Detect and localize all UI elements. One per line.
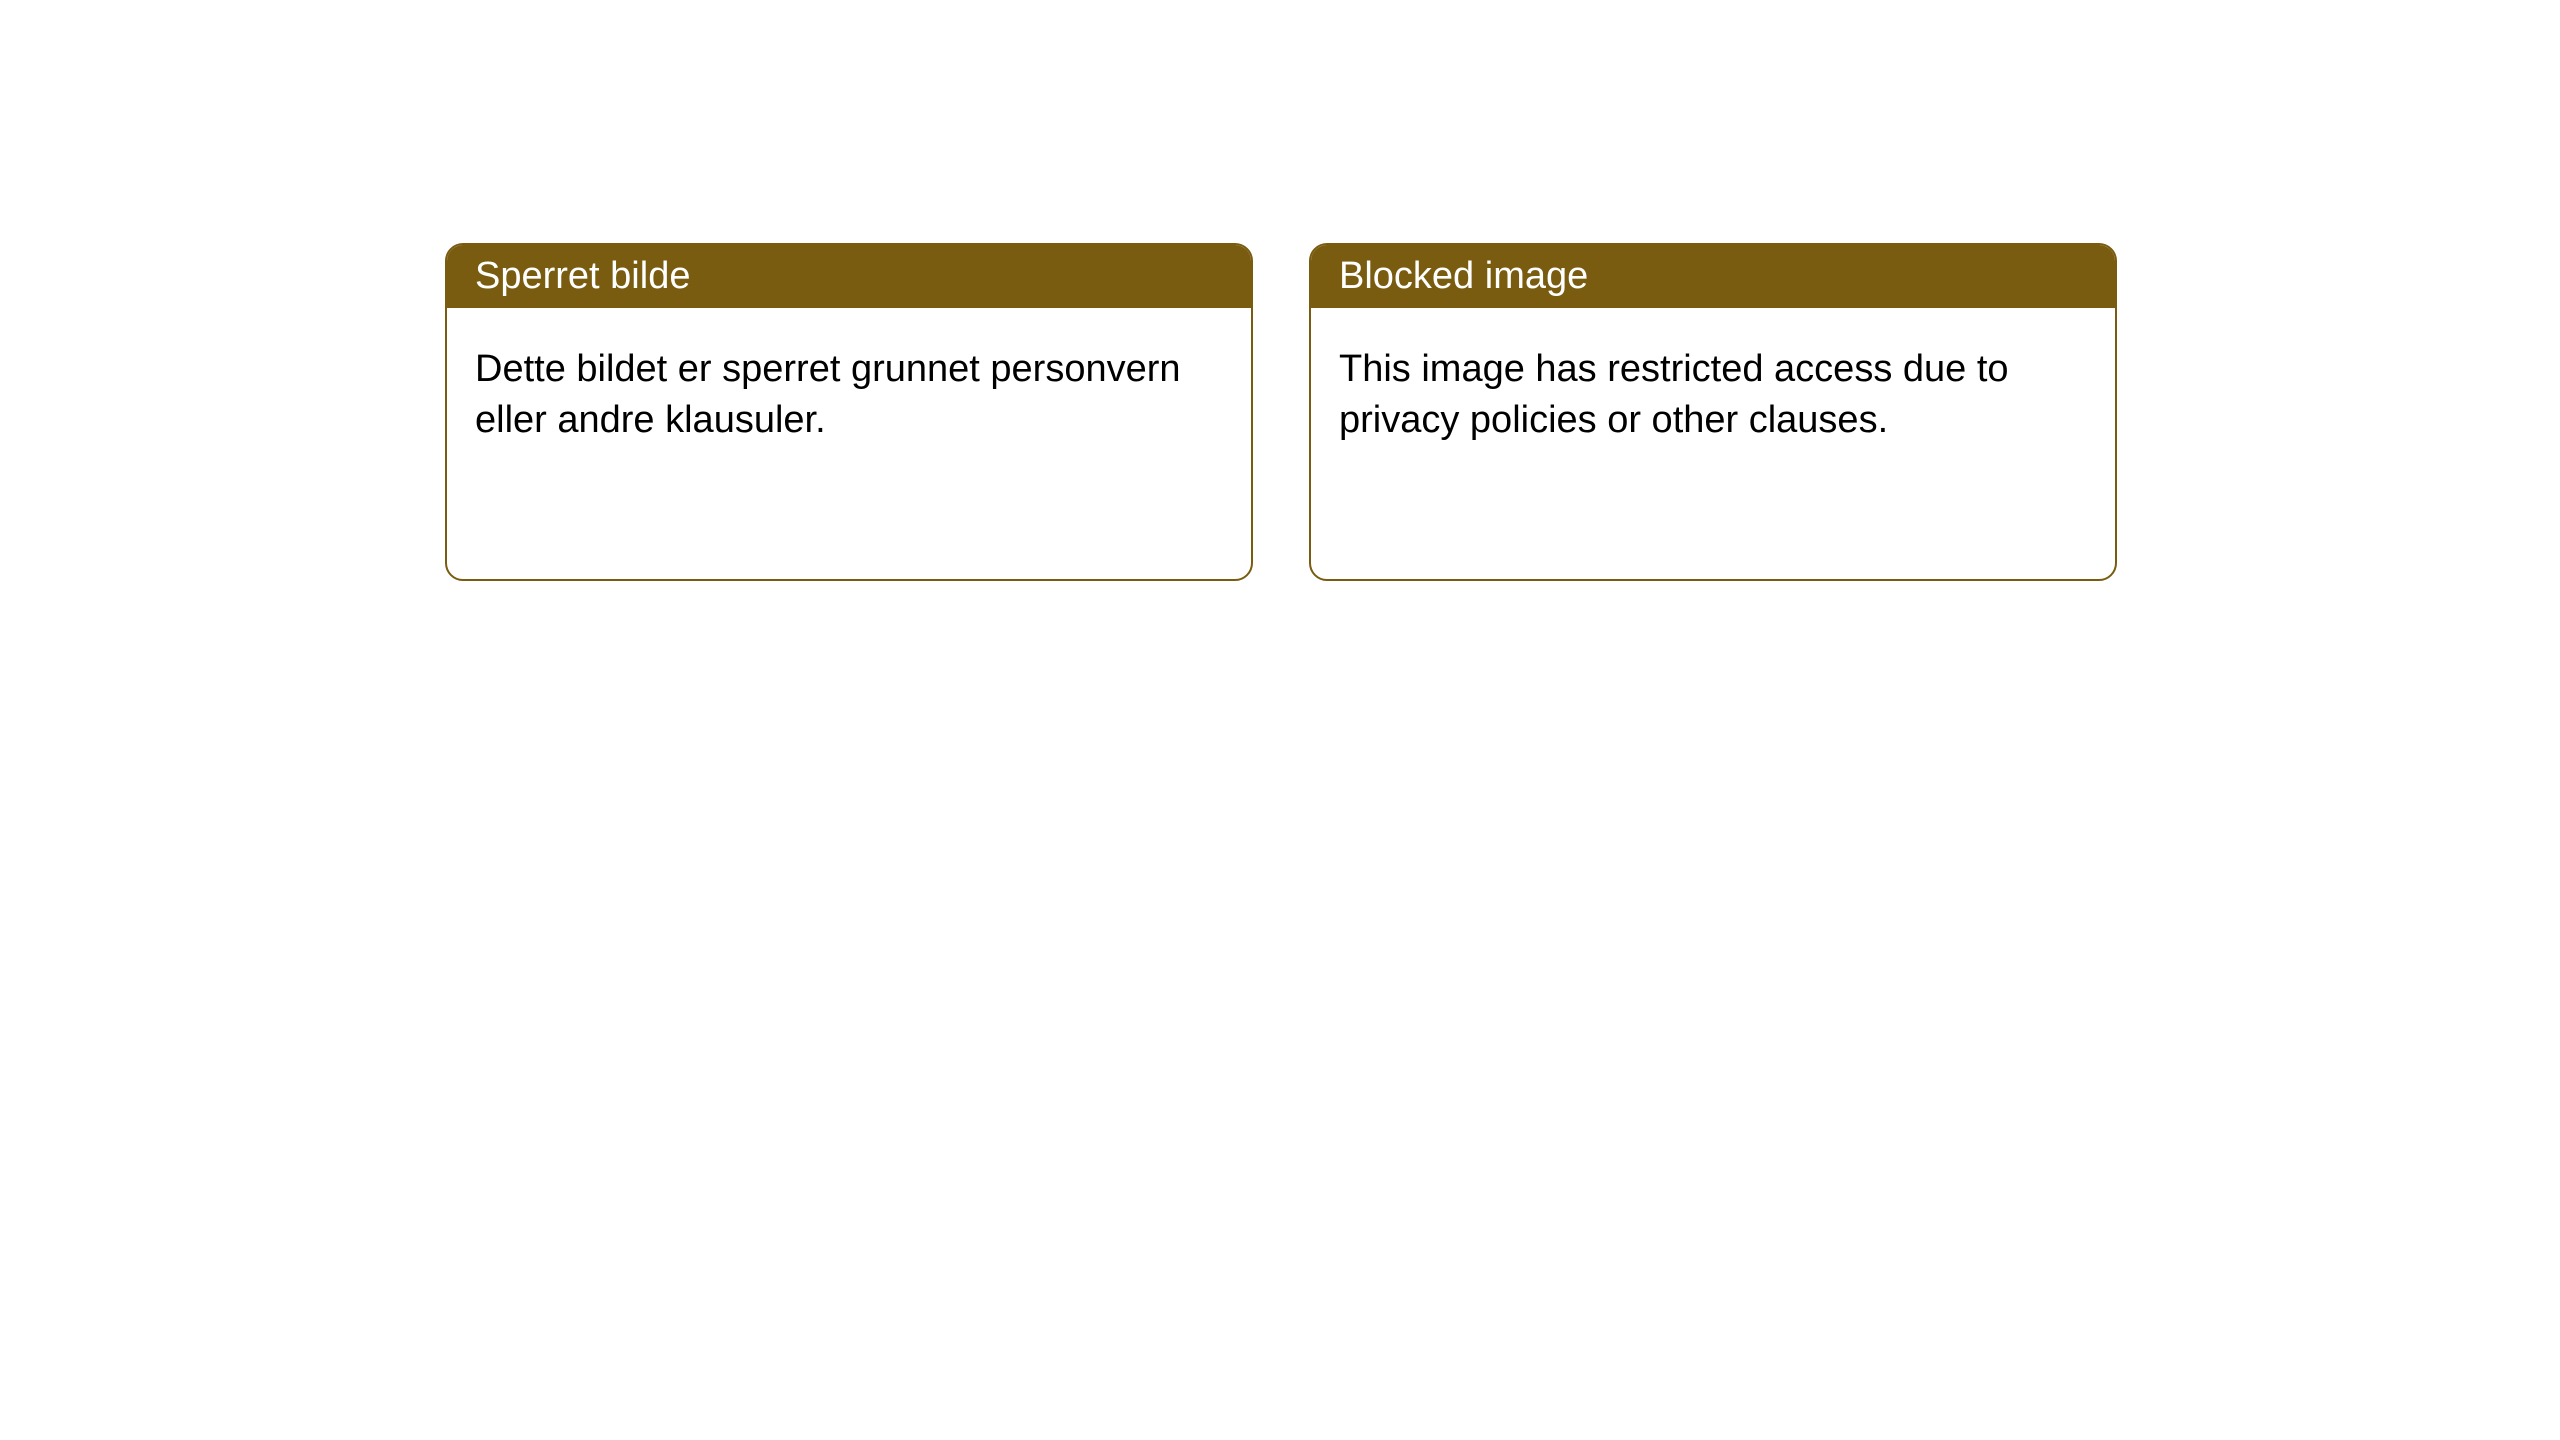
notice-title: Blocked image <box>1339 255 1588 297</box>
notice-text: This image has restricted access due to … <box>1339 348 2009 441</box>
notice-body: Dette bildet er sperret grunnet personve… <box>447 308 1251 483</box>
notice-title: Sperret bilde <box>475 255 690 297</box>
notice-text: Dette bildet er sperret grunnet personve… <box>475 348 1181 441</box>
notice-container: Sperret bilde Dette bildet er sperret gr… <box>0 0 2560 581</box>
notice-body: This image has restricted access due to … <box>1311 308 2115 483</box>
notice-card-norwegian: Sperret bilde Dette bildet er sperret gr… <box>445 243 1253 581</box>
notice-card-english: Blocked image This image has restricted … <box>1309 243 2117 581</box>
notice-header: Blocked image <box>1311 245 2115 308</box>
notice-header: Sperret bilde <box>447 245 1251 308</box>
